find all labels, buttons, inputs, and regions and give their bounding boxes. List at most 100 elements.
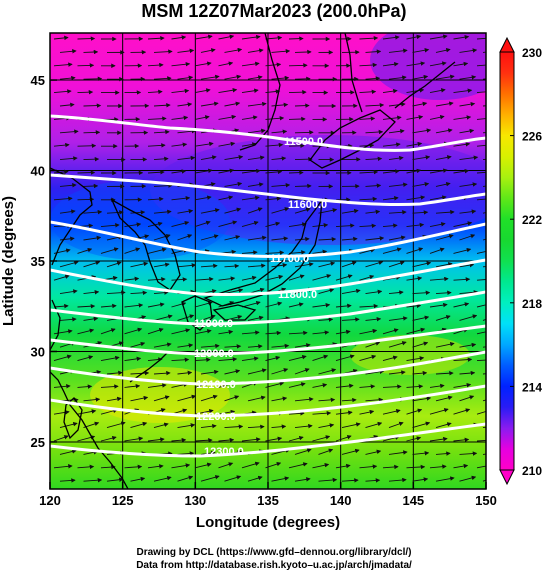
wind-arrow <box>83 103 102 108</box>
wind-arrow <box>312 354 329 362</box>
wind-arrow <box>247 263 266 269</box>
contour-12300 <box>50 422 486 458</box>
wind-arrow <box>453 463 469 469</box>
wind-arrow <box>459 128 475 134</box>
wind-arrow <box>77 303 96 309</box>
wind-arrow <box>224 207 242 214</box>
wind-arrow <box>265 89 281 94</box>
colorbar-tick-label: 214 <box>522 380 542 394</box>
wind-arrow <box>294 448 312 455</box>
wind-arrow <box>271 207 290 214</box>
wind-arrow <box>365 397 384 403</box>
wind-arrow <box>382 142 401 147</box>
contour-label: 12300.0 <box>204 446 244 458</box>
wind-arrow <box>83 183 99 189</box>
contour-12000 <box>50 324 486 356</box>
wind-arrow <box>435 209 455 215</box>
wind-arrow <box>288 330 308 336</box>
wind-arrow <box>247 315 264 321</box>
colorbar-tick-label: 222 <box>522 213 542 227</box>
coastline-shikoku <box>212 304 257 321</box>
wind-arrow <box>194 61 212 67</box>
wind-arrow <box>247 207 263 214</box>
wind-arrow <box>83 49 99 55</box>
wind-arrow <box>388 421 404 429</box>
wind-arrow <box>153 262 170 268</box>
cold-anomaly <box>50 180 230 260</box>
wind-arrow <box>406 115 424 120</box>
wind-arrow <box>130 421 148 429</box>
colorbar-min-triangle <box>499 469 515 486</box>
wind-arrow <box>341 261 357 268</box>
wind-arrow <box>388 75 407 80</box>
wind-arrow <box>406 327 426 335</box>
wind-arrow <box>200 208 220 214</box>
wind-arrow <box>100 247 119 254</box>
wind-arrow <box>59 478 76 483</box>
wind-arrow <box>265 330 282 336</box>
wind-arrow <box>124 247 141 254</box>
wind-arrow <box>106 290 126 295</box>
wind-arrow <box>53 410 70 415</box>
colorbar-body <box>499 51 515 471</box>
wind-arrow <box>318 423 335 429</box>
wind-arrow <box>147 302 165 308</box>
wind-arrow <box>83 209 103 215</box>
wind-arrow <box>271 182 291 188</box>
wind-arrow <box>335 463 351 469</box>
wind-arrow <box>177 370 193 376</box>
wind-arrow <box>271 48 291 54</box>
wind-arrow <box>388 341 407 348</box>
wind-arrow <box>124 327 143 335</box>
wind-arrow <box>100 435 117 442</box>
wind-arrow <box>459 155 479 161</box>
wind-arrow <box>247 344 263 349</box>
wind-arrow <box>382 196 399 201</box>
wind-arrow <box>194 141 214 147</box>
wind-arrow <box>359 169 379 175</box>
wind-arrow <box>153 422 169 429</box>
x-tick-label: 150 <box>475 493 497 508</box>
wind-arrow <box>365 316 382 322</box>
wind-arrow <box>124 276 140 282</box>
x-axis-label: Longitude (degrees) <box>196 514 340 531</box>
wind-arrow <box>247 235 267 241</box>
wind-arrow <box>200 475 220 482</box>
wind-arrow <box>412 155 431 161</box>
contour-label: 12100.0 <box>196 379 236 391</box>
wind-arrow <box>406 464 426 470</box>
wind-arrow <box>318 477 338 483</box>
wind-arrow <box>247 182 264 187</box>
wind-arrow <box>429 88 446 94</box>
wind-arrow <box>194 168 213 174</box>
wind-arrow <box>382 464 399 470</box>
wind-arrow <box>241 195 260 201</box>
x-tick-label: 145 <box>402 493 424 508</box>
wind-arrow <box>453 408 471 415</box>
colorbar-tick-label: 218 <box>522 297 542 311</box>
wind-arrow <box>194 329 212 335</box>
wind-arrow <box>218 168 235 174</box>
y-tick-label: 25 <box>31 435 45 450</box>
wind-arrow <box>412 290 431 296</box>
wind-arrow <box>412 128 432 134</box>
colorbar-tick-label: 210 <box>522 464 542 478</box>
wind-arrow <box>382 328 399 335</box>
wind-arrow <box>153 209 172 215</box>
wind-arrow <box>241 168 261 174</box>
wind-arrow <box>153 129 170 135</box>
wind-arrow <box>177 75 194 80</box>
wind-arrow <box>147 383 167 388</box>
wind-arrow <box>100 408 118 415</box>
wind-arrow <box>271 263 288 268</box>
wind-arrow <box>435 74 455 80</box>
wind-arrow <box>318 397 336 403</box>
wind-arrow <box>100 384 119 389</box>
wind-arrow <box>171 142 188 147</box>
wind-arrow <box>241 61 260 67</box>
wind-arrow <box>388 235 406 241</box>
wind-arrow <box>335 383 354 389</box>
wind-arrow <box>53 89 72 94</box>
wind-arrow <box>224 288 244 295</box>
wind-arrow <box>435 262 453 268</box>
